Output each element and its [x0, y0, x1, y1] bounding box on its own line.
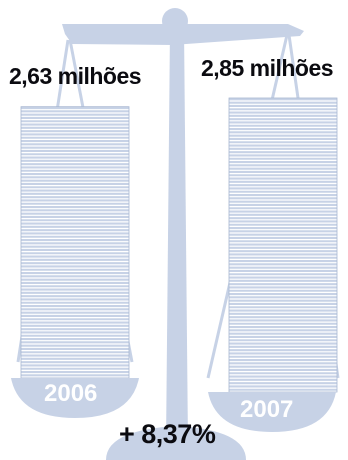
pan-2006 [11, 378, 139, 418]
pan-2007 [208, 392, 336, 432]
scale-pillar [166, 28, 188, 445]
pans-layer [11, 378, 336, 432]
category-label-2007: 2007 [240, 396, 294, 423]
scale-base [106, 426, 246, 460]
value-label-2006: 2,63 milhões [9, 63, 142, 89]
value-label-2007: 2,85 milhões [201, 55, 334, 81]
category-label-2006: 2006 [44, 380, 98, 407]
bar-stripes-2006 [21, 109, 129, 378]
bar-stripes-2007 [229, 100, 337, 392]
bars-layer [20, 97, 338, 393]
growth-annotation: + 8,37% [119, 419, 216, 449]
bar-2006 [21, 106, 129, 379]
